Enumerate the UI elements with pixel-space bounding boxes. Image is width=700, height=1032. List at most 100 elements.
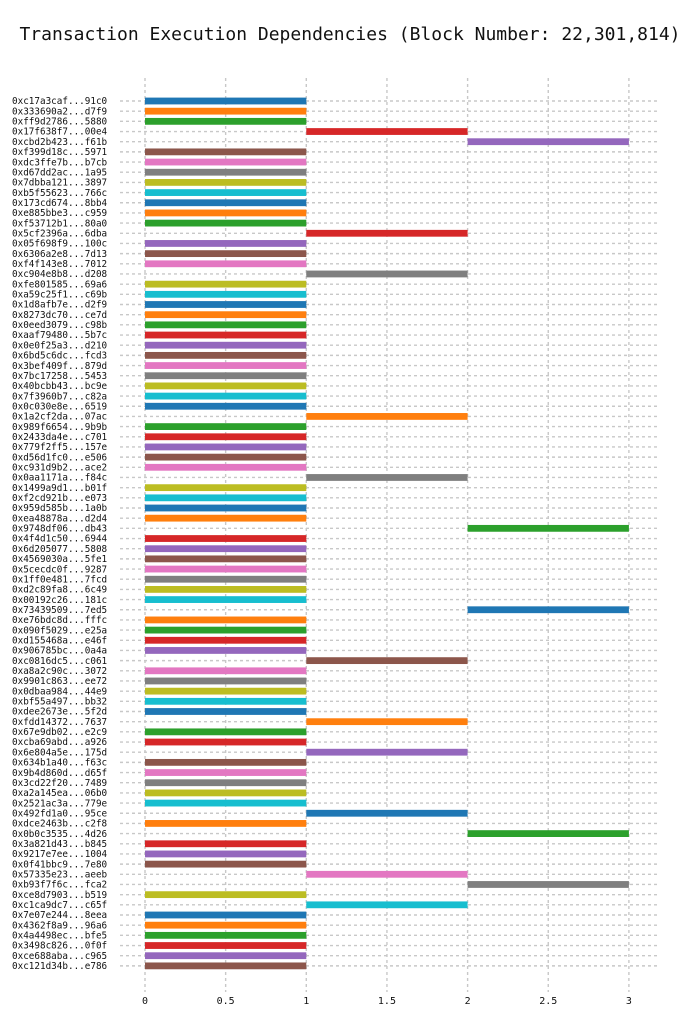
- transaction-label: 0x492fd1a0...95ce: [12, 808, 108, 819]
- dependency-bar: [145, 250, 307, 258]
- dependency-bar: [145, 789, 307, 797]
- transaction-label: 0x9217e7ee...1004: [12, 849, 108, 860]
- dependency-bar: [145, 433, 307, 441]
- transaction-label: 0x1499a9d1...b01f: [12, 483, 107, 494]
- dependency-bar: [145, 647, 307, 654]
- transaction-label: 0x4f4d1c50...6944: [12, 534, 108, 545]
- dependency-bar: [145, 463, 307, 471]
- dependency-bar: [145, 667, 307, 675]
- dependency-bar: [467, 524, 629, 532]
- transaction-label: 0xfe801585...69a6: [12, 279, 107, 290]
- transaction-label: 0x959d585b...1a0b: [12, 503, 108, 514]
- dependency-bar: [145, 799, 307, 807]
- transaction-label: 0x3cd22f20...7489: [12, 778, 107, 789]
- transaction-label: 0x779f2ff5...157e: [12, 442, 108, 453]
- x-tick-label: 0: [142, 996, 148, 1007]
- dependency-bar: [306, 474, 468, 481]
- dependency-bar: [145, 107, 307, 115]
- transaction-label: 0xd56d1fc0...e506: [12, 452, 107, 463]
- transaction-label: 0x57335e23...aeeb: [12, 870, 108, 881]
- transaction-label: 0x4362f8a9...96a6: [12, 920, 107, 931]
- dependency-bar: [145, 402, 307, 410]
- transaction-label: 0x8273dc70...ce7d: [12, 310, 107, 321]
- dependency-bar: [145, 179, 307, 186]
- dependency-bar: [145, 311, 307, 319]
- dependency-bar: [145, 209, 307, 217]
- dependency-bar: [145, 860, 307, 868]
- transaction-label: 0x173cd674...8bb4: [12, 198, 108, 209]
- dependency-bar: [145, 443, 307, 451]
- x-tick-label: 2: [465, 996, 471, 1007]
- x-tick-labels: 0 0.5 1 1.5 2 2.5 3: [142, 996, 632, 1007]
- dependency-bar: [145, 952, 307, 960]
- transaction-label: 0x3498c826...0f0f: [12, 941, 107, 952]
- transaction-label: 0xe76bdc8d...fffc: [12, 615, 107, 626]
- dependency-bar: [145, 219, 307, 227]
- dependency-bar: [145, 331, 307, 339]
- x-tick-label: 1: [303, 996, 309, 1007]
- transaction-label: 0x1ff0e481...7fcd: [12, 574, 107, 585]
- dependency-bar: [145, 942, 307, 949]
- transaction-label: 0x5cf2396a...6dba: [12, 228, 107, 239]
- transaction-label: 0xfdd14372...7637: [12, 717, 107, 728]
- transaction-label: 0xf4f143e8...7012: [12, 259, 107, 270]
- dependency-bar: [145, 280, 307, 288]
- transaction-label: 0x6d205077...5808: [12, 544, 107, 555]
- transaction-label: 0x9901c863...ee72: [12, 676, 107, 687]
- transaction-label: 0xbf55a497...bb32: [12, 697, 107, 708]
- dependency-bar: [145, 779, 307, 787]
- dependency-bar: [145, 545, 307, 553]
- transaction-label: 0x6306a2e8...7d13: [12, 249, 107, 260]
- transaction-label: 0x634b1a40...f63c: [12, 758, 107, 769]
- dependency-bar: [145, 504, 307, 512]
- dependency-bar: [145, 321, 307, 329]
- dependency-bar: [145, 575, 307, 583]
- dependency-bar: [145, 616, 307, 624]
- transaction-label: 0x7dbba121...3897: [12, 178, 107, 189]
- transaction-label: 0xa2a145ea...06b0: [12, 788, 107, 799]
- dependency-bar: [467, 606, 629, 614]
- transaction-label: 0xb5f55623...766c: [12, 188, 107, 199]
- transaction-label: 0xc0816dc5...c061: [12, 656, 107, 667]
- transaction-label: 0x73439509...7ed5: [12, 605, 107, 616]
- transaction-label: 0x7e07e244...8eea: [12, 910, 107, 921]
- transaction-label: 0x9748df06...db43: [12, 524, 107, 535]
- transaction-label: 0xc17a3caf...91c0: [12, 96, 107, 107]
- dependency-bar: [467, 881, 629, 888]
- transaction-label: 0x5cecdc0f...9287: [12, 564, 107, 575]
- dependency-bar: [306, 870, 468, 878]
- transaction-label: 0x333690a2...d7f9: [12, 106, 107, 117]
- transaction-label: 0x0b0c3535...4d26: [12, 829, 107, 840]
- dependency-bar: [145, 372, 307, 380]
- dependency-bar: [145, 341, 307, 349]
- transaction-label: 0x4a4498ec...bfe5: [12, 931, 107, 942]
- dependency-bar: [145, 423, 307, 430]
- dependency-bar: [145, 514, 307, 522]
- transaction-label: 0x0e0f25a3...d210: [12, 340, 107, 351]
- transaction-label: 0x17f638f7...00e4: [12, 127, 108, 138]
- dependency-bar: [145, 189, 307, 196]
- transaction-label: 0xc1ca9dc7...c65f: [12, 900, 107, 911]
- dependency-bar: [306, 748, 468, 756]
- transaction-label: 0x05f698f9...100c: [12, 239, 107, 250]
- dependency-bar: [145, 240, 307, 247]
- dependency-bar: [145, 921, 307, 929]
- transaction-label: 0xa59c25f1...c69b: [12, 290, 108, 301]
- dependency-bar: [145, 931, 307, 939]
- transaction-label: 0x9b4d860d...d65f: [12, 768, 107, 779]
- dependency-bar: [467, 830, 629, 837]
- dependency-bar: [306, 413, 468, 420]
- dependency-bar: [145, 697, 307, 705]
- dependency-bar: [145, 382, 307, 390]
- dependency-bar: [145, 117, 307, 125]
- dependency-bar: [145, 494, 307, 502]
- x-tick-label: 2.5: [539, 996, 557, 1007]
- transaction-label: 0xce688aba...c965: [12, 951, 107, 962]
- dependency-bar: [145, 687, 307, 695]
- transaction-label: 0x00192c26...181c: [12, 595, 107, 606]
- dependency-bar: [145, 738, 307, 746]
- dependency-bar: [145, 148, 307, 156]
- dependency-bar: [145, 392, 307, 400]
- dependency-bar: [306, 128, 468, 135]
